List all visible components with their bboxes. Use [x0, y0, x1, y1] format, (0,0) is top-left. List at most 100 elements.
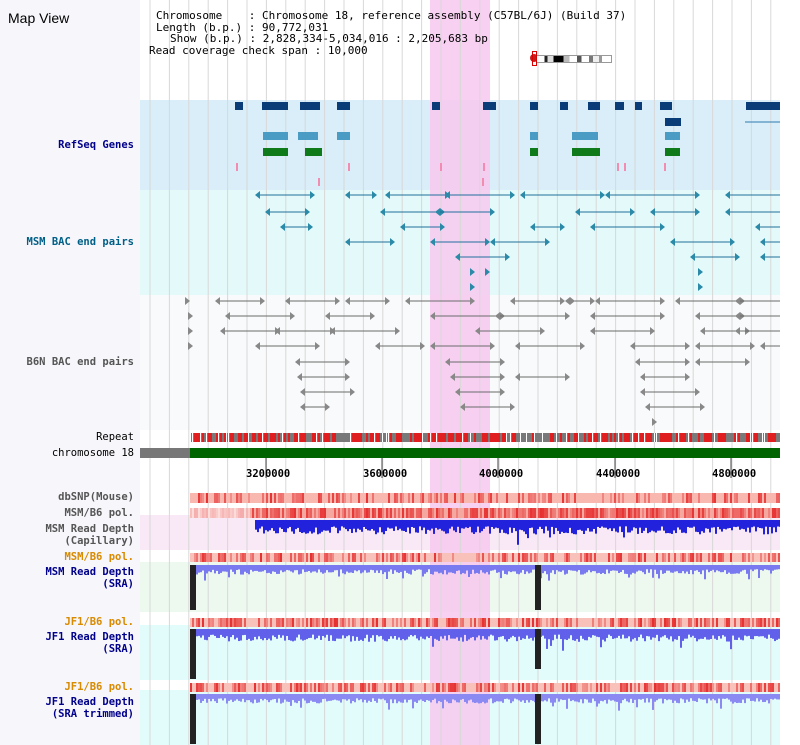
jf1-b6-pol-2-strip-cell [606, 683, 608, 692]
track-label-repeat[interactable]: Repeat [96, 431, 134, 443]
msm-b6-pol-2-strip-cell [644, 553, 646, 562]
repeat-feature [218, 433, 219, 442]
msm-capillary-depth-bar [745, 520, 747, 532]
jf1-trim-depth-bar [276, 694, 278, 703]
jf1-trim-depth-bar [314, 694, 316, 702]
jf1-sra-depth-bar [644, 629, 646, 642]
msm-b6-pol-strip-cell [558, 508, 560, 518]
jf1-sra-depth-bar [242, 629, 244, 636]
jf1-sra-depth-bar [218, 629, 220, 638]
dbsnp-strip-cell [686, 493, 688, 503]
track-label-jf1-b6-pol-2[interactable]: JF1/B6 pol. [64, 681, 134, 693]
msm-sra-depth-bar [416, 565, 418, 570]
msm-b6-pol-strip-cell [354, 508, 356, 518]
track-label-msm-read-depth-capillary[interactable]: MSM Read Depth (Capillary) [45, 523, 134, 547]
track-label-jf1-read-depth-sra[interactable]: JF1 Read Depth (SRA) [45, 631, 134, 655]
jf1-trim-depth-bar [312, 694, 314, 702]
track-label-jf1-read-depth-trimmed[interactable]: JF1 Read Depth (SRA trimmed) [45, 696, 134, 720]
msm-capillary-depth-bar [637, 520, 639, 534]
dbsnp-strip-cell [670, 493, 672, 503]
dbsnp-strip-cell [460, 493, 462, 503]
jf1-sra-depth-bar [554, 629, 556, 635]
msm-sra-depth-bar [772, 565, 774, 571]
msm-b6-pol-2-strip-cell [406, 553, 408, 562]
track-label-jf1-b6-pol[interactable]: JF1/B6 pol. [64, 616, 134, 628]
jf1-trim-depth-bar [640, 694, 642, 700]
bac-end-marker [698, 283, 703, 291]
msm-capillary-depth-bar [595, 520, 597, 534]
track-label-msm-read-depth-sra[interactable]: MSM Read Depth (SRA) [45, 566, 134, 590]
repeat-feature [288, 433, 290, 442]
jf1-sra-depth-bar [520, 629, 522, 640]
jf1-b6-pol-2-strip-cell [324, 683, 326, 692]
jf1-trim-depth-bar [448, 694, 450, 704]
chromosome-ideogram[interactable] [530, 51, 612, 66]
jf1-trim-depth-bar [608, 694, 610, 700]
repeat-feature [282, 433, 283, 442]
track-label-b6n-bac[interactable]: B6N BAC end pairs [26, 356, 134, 368]
msm-capillary-depth-bar [631, 520, 633, 531]
jf1-b6-pol-2-strip-cell [624, 683, 626, 692]
jf1-sra-depth-bar [238, 629, 240, 642]
track-label-refseq-genes[interactable]: RefSeq Genes [58, 139, 134, 151]
msm-b6-pol-2-strip-cell [482, 553, 484, 562]
bac-end-marker [695, 388, 700, 396]
msm-b6-pol-strip-cell [416, 508, 418, 518]
msm-sra-depth-bar [226, 565, 228, 572]
jf1-b6-pol-2-strip-cell [396, 683, 398, 692]
jf1-b6-pol-2-strip-cell [576, 683, 578, 692]
jf1-sra-depth-bar [300, 629, 302, 640]
msm-b6-pol-strip-cell [630, 508, 632, 518]
jf1-sra-depth-bar [510, 629, 512, 638]
jf1-sra-depth-bar [456, 629, 458, 638]
msm-capillary-depth-bar [341, 520, 343, 527]
msm-sra-depth-bar [720, 565, 722, 573]
track-canvas[interactable] [140, 0, 780, 745]
jf1-b6-pol-2-strip-cell [522, 683, 524, 692]
jf1-trim-depth-bar [324, 694, 326, 699]
msm-b6-pol-strip-cell [342, 508, 344, 518]
jf1-trim-depth-bar [566, 694, 568, 709]
gene-feature [235, 102, 243, 110]
jf1-b6-pol-strip-cell [404, 618, 406, 627]
jf1-b6-pol-2-strip-cell [676, 683, 678, 692]
msm-capillary-depth-bar [401, 520, 403, 531]
genome-browser-plot[interactable] [140, 0, 780, 745]
repeat-feature [492, 433, 494, 442]
msm-capillary-depth-bar [703, 520, 705, 533]
jf1-trim-depth-bar [564, 694, 566, 700]
track-label-msm-bac[interactable]: MSM BAC end pairs [26, 236, 134, 248]
repeat-feature [208, 433, 210, 442]
jf1-sra-depth-bar [642, 629, 644, 639]
dbsnp-strip-cell [206, 493, 208, 503]
msm-capillary-depth-bar [329, 520, 331, 533]
msm-capillary-depth-bar [635, 520, 637, 529]
jf1-b6-pol-strip-cell [712, 618, 714, 627]
jf1-trim-depth-bar [206, 694, 208, 703]
jf1-trim-depth-bar [222, 694, 224, 701]
msm-b6-pol-2-strip-cell [764, 553, 766, 562]
jf1-b6-pol-2-strip-cell [340, 683, 342, 692]
jf1-trim-depth-bar [456, 694, 458, 703]
jf1-b6-pol-2-strip-cell [764, 683, 766, 692]
track-label-msm-b6-pol[interactable]: MSM/B6 pol. [64, 507, 134, 519]
msm-b6-pol-strip-cell [614, 508, 616, 518]
msm-sra-depth-bar [362, 565, 364, 573]
track-label-msm-b6-pol-2[interactable]: MSM/B6 pol. [64, 551, 134, 563]
jf1-trim-depth-bar [696, 694, 698, 702]
bac-end-marker [350, 388, 355, 396]
msm-capillary-depth-bar [759, 520, 761, 528]
msm-sra-depth-bar [400, 565, 402, 572]
bac-end-marker [730, 238, 735, 246]
msm-capillary-depth-bar [337, 520, 339, 534]
repeat-feature [690, 433, 692, 442]
jf1-trim-depth-bar [658, 694, 660, 699]
msm-b6-pol-2-strip-cell [396, 553, 398, 562]
msm-sra-depth-bar [746, 565, 748, 574]
msm-capillary-depth-bar [513, 520, 515, 528]
msm-capillary-depth-bar [397, 520, 399, 531]
track-label-dbsnp[interactable]: dbSNP(Mouse) [58, 491, 134, 503]
jf1-b6-pol-strip-cell [452, 618, 454, 627]
track-label-chromosome[interactable]: chromosome 18 [51, 447, 134, 459]
msm-b6-pol-2-strip-cell [544, 553, 546, 562]
